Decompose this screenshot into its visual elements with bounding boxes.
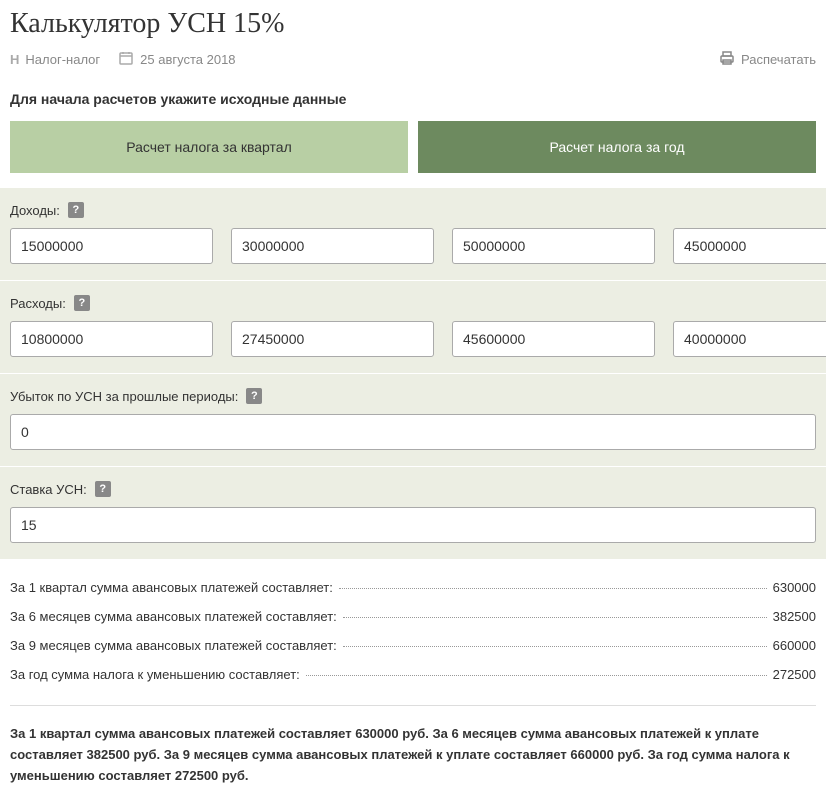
result-value: 272500 xyxy=(773,667,816,682)
help-icon[interactable]: ? xyxy=(95,481,111,497)
tab-year[interactable]: Расчет налога за год xyxy=(418,121,816,173)
result-row: За 1 квартал сумма авансовых платежей со… xyxy=(10,573,816,602)
tab-quarter[interactable]: Расчет налога за квартал xyxy=(10,121,408,173)
result-label: За 9 месяцев сумма авансовых платежей со… xyxy=(10,638,337,653)
income-block: Доходы: ? xyxy=(0,187,826,280)
result-dots xyxy=(343,617,767,618)
date-label: 25 августа 2018 xyxy=(140,52,235,67)
result-row: За 9 месяцев сумма авансовых платежей со… xyxy=(10,631,816,660)
help-icon[interactable]: ? xyxy=(68,202,84,218)
expense-q2-input[interactable] xyxy=(231,321,434,357)
result-value: 382500 xyxy=(773,609,816,624)
divider xyxy=(10,705,816,706)
help-icon[interactable]: ? xyxy=(246,388,262,404)
print-label: Распечатать xyxy=(741,52,816,67)
income-q4-input[interactable] xyxy=(673,228,826,264)
expense-block: Расходы: ? xyxy=(0,280,826,373)
income-q1-input[interactable] xyxy=(10,228,213,264)
expense-q1-input[interactable] xyxy=(10,321,213,357)
intro-text: Для начала расчетов укажите исходные дан… xyxy=(0,73,826,121)
expense-q3-input[interactable] xyxy=(452,321,655,357)
tabs: Расчет налога за квартал Расчет налога з… xyxy=(0,121,826,187)
author-label: Налог-налог xyxy=(25,52,100,67)
author-icon: Н xyxy=(10,52,19,67)
help-icon[interactable]: ? xyxy=(74,295,90,311)
result-value: 660000 xyxy=(773,638,816,653)
rate-label: Ставка УСН: xyxy=(10,482,87,497)
print-button[interactable]: Распечатать xyxy=(719,50,816,69)
result-row: За 6 месяцев сумма авансовых платежей со… xyxy=(10,602,816,631)
expense-q4-input[interactable] xyxy=(673,321,826,357)
result-dots xyxy=(306,675,767,676)
result-dots xyxy=(339,588,767,589)
result-row: За год сумма налога к уменьшению составл… xyxy=(10,660,816,689)
rate-input[interactable] xyxy=(10,507,816,543)
loss-block: Убыток по УСН за прошлые периоды: ? xyxy=(0,373,826,466)
results-block: За 1 квартал сумма авансовых платежей со… xyxy=(0,559,826,697)
result-label: За 6 месяцев сумма авансовых платежей со… xyxy=(10,609,337,624)
summary-text: За 1 квартал сумма авансовых платежей со… xyxy=(0,714,826,802)
rate-block: Ставка УСН: ? xyxy=(0,466,826,559)
result-dots xyxy=(343,646,767,647)
print-icon xyxy=(719,50,735,69)
result-label: За 1 квартал сумма авансовых платежей со… xyxy=(10,580,333,595)
result-label: За год сумма налога к уменьшению составл… xyxy=(10,667,300,682)
author-meta[interactable]: Н Налог-налог xyxy=(10,52,100,67)
expense-label: Расходы: xyxy=(10,296,66,311)
meta-row: Н Налог-налог 25 августа 2018 Распечатат… xyxy=(10,50,816,69)
income-q3-input[interactable] xyxy=(452,228,655,264)
income-q2-input[interactable] xyxy=(231,228,434,264)
loss-label: Убыток по УСН за прошлые периоды: xyxy=(10,389,238,404)
date-meta: 25 августа 2018 xyxy=(118,50,235,69)
result-value: 630000 xyxy=(773,580,816,595)
page-title: Калькулятор УСН 15% xyxy=(10,8,816,40)
calendar-icon xyxy=(118,50,134,69)
loss-input[interactable] xyxy=(10,414,816,450)
income-label: Доходы: xyxy=(10,203,60,218)
